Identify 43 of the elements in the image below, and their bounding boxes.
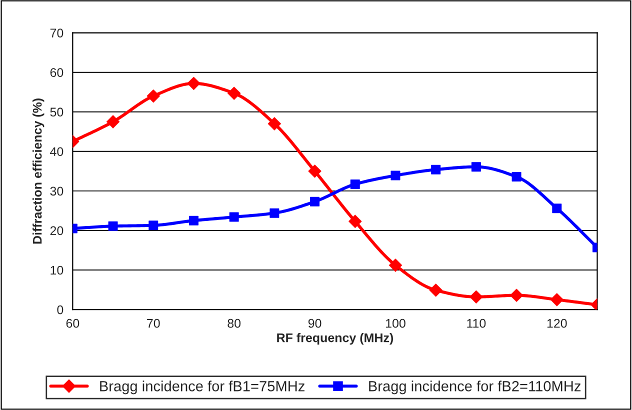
point [270, 208, 280, 218]
point [388, 258, 402, 272]
x-axis-title: RF frequency (MHz) [277, 333, 394, 345]
y-tick-label: 50 [50, 108, 64, 117]
y-tick-label: 10 [50, 266, 64, 275]
point [268, 117, 281, 130]
point [308, 164, 322, 178]
point [229, 212, 239, 222]
point [390, 170, 400, 180]
point [348, 214, 362, 228]
point [146, 89, 160, 103]
x-tick-label: 70 [147, 318, 160, 328]
x-tick-label: 100 [386, 318, 406, 328]
point [552, 204, 562, 214]
point [108, 221, 118, 231]
point [510, 288, 524, 302]
y-tick-label: 60 [50, 68, 64, 77]
point [187, 76, 200, 90]
x-tick-label: 110 [467, 318, 486, 328]
point [188, 216, 198, 226]
x-tick-label: 60 [66, 318, 80, 328]
legend-label: Bragg incidence for fB1=75MHz [100, 380, 304, 394]
legend-label: Bragg incidence for fB2=110MHz [369, 380, 581, 394]
point [470, 290, 483, 304]
point [471, 162, 481, 172]
x-tick-label: 80 [228, 318, 241, 328]
point [106, 115, 120, 128]
point [429, 284, 442, 297]
x-tick-label: 90 [308, 318, 322, 328]
y-tick-label: 20 [50, 226, 64, 236]
y-tick-label: 70 [50, 28, 64, 38]
y-tick-label: 40 [50, 147, 64, 156]
x-tick-label: 120 [547, 318, 567, 328]
point [431, 164, 441, 174]
y-tick-label: 30 [50, 186, 64, 196]
point [512, 172, 522, 182]
point [148, 220, 158, 230]
y-tick-label: 0 [57, 305, 64, 314]
point [228, 86, 241, 100]
point [350, 179, 360, 189]
point [550, 293, 564, 306]
y-axis-title: Diffraction efficiency (%) [32, 98, 44, 244]
point [310, 196, 320, 206]
